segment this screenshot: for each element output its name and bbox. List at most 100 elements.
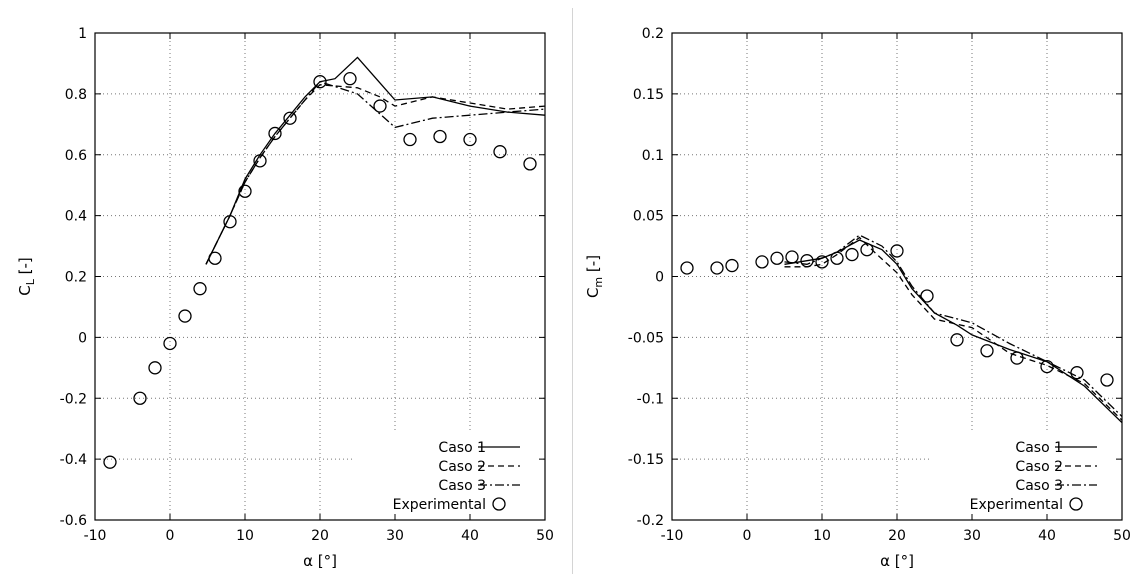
data-point-experimental	[433, 129, 447, 144]
series-line-caso-1	[205, 56, 545, 265]
legend-label-experimental: Experimental	[393, 497, 486, 513]
series-experimental	[680, 243, 1114, 387]
legend-label-caso-2: Caso 2	[1015, 459, 1063, 475]
chart-panel-cm: -10 0 10 20 30 40 50 -0.2 -0.15 -0.1 -0.05 0 0.05 0.1…	[584, 26, 1131, 570]
y-tick-label: -0.1	[637, 391, 664, 407]
data-point-experimental	[845, 247, 859, 262]
legend-label-caso-1: Caso 1	[1015, 440, 1063, 456]
data-point-experimental	[343, 72, 357, 86]
x-tick-label: -10	[84, 528, 107, 544]
legend-background	[932, 432, 1118, 516]
series-line-caso-2	[205, 84, 545, 265]
data-point-experimental	[860, 243, 874, 257]
data-point-experimental	[1070, 366, 1084, 380]
y-axis-label-main: C	[16, 285, 34, 295]
grid	[672, 33, 1122, 520]
data-point-experimental	[493, 145, 507, 159]
x-tick-label: 20	[888, 528, 906, 544]
x-tick-label: 20	[311, 528, 329, 544]
x-axis-label: α [°]	[880, 552, 914, 570]
grid	[95, 33, 545, 520]
data-point-experimental	[815, 255, 829, 269]
legend-label-caso-3: Caso 3	[1015, 478, 1063, 494]
data-point-experimental	[1010, 351, 1024, 365]
data-point-experimental	[800, 254, 814, 268]
data-layer	[103, 56, 545, 469]
y-tick-label: -0.2	[60, 391, 87, 407]
data-point-experimental	[710, 261, 724, 275]
data-point-experimental	[680, 261, 694, 275]
data-point-experimental	[373, 99, 387, 113]
y-tick-label: 0	[78, 330, 87, 346]
data-point-experimental	[980, 344, 994, 358]
data-point-experimental	[253, 154, 267, 168]
legend-label-experimental: Experimental	[970, 497, 1063, 513]
x-tick-label: 0	[743, 528, 752, 544]
data-point-experimental	[920, 289, 934, 303]
x-tick-label: 50	[536, 528, 554, 544]
data-point-experimental	[725, 258, 739, 273]
x-tick-label: 50	[1113, 528, 1131, 544]
data-point-experimental	[163, 336, 177, 351]
y-axis-label-unit: [-]	[16, 257, 34, 279]
data-point-experimental	[890, 244, 904, 258]
y-tick-label: 0.2	[642, 26, 664, 42]
data-point-experimental	[403, 132, 417, 147]
data-point-experimental	[268, 126, 282, 141]
x-axis-label: α [°]	[303, 552, 337, 570]
panel-divider	[572, 8, 573, 574]
y-axis-label-main: C	[584, 288, 602, 298]
data-point-experimental	[133, 391, 147, 405]
legend: Caso 1 Caso 2 Caso 3 Experimental	[970, 440, 1097, 513]
y-tick-label: 0.05	[633, 209, 664, 225]
legend-label-caso-2: Caso 2	[438, 459, 486, 475]
series-experimental	[103, 72, 537, 469]
x-tick-label: 30	[386, 528, 404, 544]
series-line-caso-3	[205, 80, 545, 265]
legend-label-caso-3: Caso 3	[438, 478, 486, 494]
y-tick-label: 0.6	[65, 148, 87, 164]
x-tick-label: -10	[661, 528, 684, 544]
y-tick-label: 0.8	[65, 87, 87, 103]
y-axis-label: Cm [-]	[584, 255, 605, 298]
data-point-experimental	[1040, 359, 1054, 374]
data-point-experimental	[523, 157, 537, 171]
y-axis-label: CL [-]	[16, 257, 37, 296]
y-tick-label: 0.1	[642, 148, 664, 164]
legend-marker-experimental	[1069, 497, 1083, 511]
data-layer	[680, 234, 1122, 424]
data-point-experimental	[463, 132, 477, 147]
y-tick-label: 1	[78, 26, 87, 42]
data-point-experimental	[223, 215, 237, 229]
data-point-experimental	[785, 250, 799, 264]
legend-label-caso-1: Caso 1	[438, 440, 486, 456]
y-tick-label: -0.4	[60, 452, 87, 468]
data-point-experimental	[755, 255, 769, 269]
y-tick-label: -0.2	[637, 513, 664, 529]
y-axis-label-subscript: L	[24, 278, 37, 285]
data-point-experimental	[148, 361, 162, 375]
y-tick-label: 0.4	[65, 209, 87, 225]
legend-background	[355, 432, 541, 516]
data-point-experimental	[770, 251, 784, 265]
y-tick-label: -0.05	[628, 330, 664, 346]
series-line-caso-2	[784, 236, 1122, 421]
data-point-experimental	[178, 309, 192, 323]
series-line-caso-1	[784, 239, 1122, 424]
y-tick-label: 0.15	[633, 87, 664, 103]
data-point-experimental	[238, 184, 252, 198]
y-tick-label: 0	[655, 270, 664, 286]
chart-panel-cl: -10 0 10 20 30 40 50 -0.6 -0.4 -0.2 0 0.2 0.4 0.6 0.8 1…	[16, 26, 554, 570]
data-point-experimental	[1100, 373, 1114, 387]
data-point-experimental	[283, 111, 297, 125]
y-tick-label: 0.2	[65, 270, 87, 286]
x-tick-label: 40	[461, 528, 479, 544]
x-tick-label: 30	[963, 528, 981, 544]
x-tick-label: 10	[813, 528, 831, 544]
series-line-caso-3	[784, 234, 1122, 417]
x-tick-label: 40	[1038, 528, 1056, 544]
x-tick-label: 10	[236, 528, 254, 544]
data-point-experimental	[950, 333, 964, 347]
y-axis-label-subscript: m	[592, 277, 605, 288]
